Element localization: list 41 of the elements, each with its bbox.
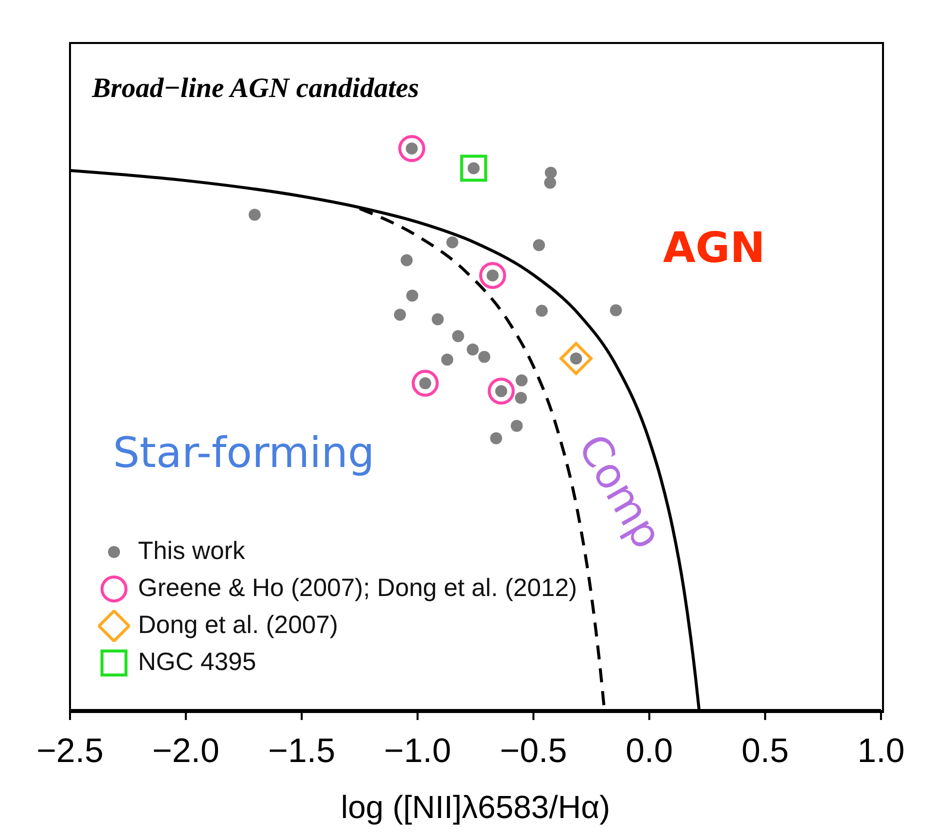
point (560, 342, 593, 376)
point (516, 374, 528, 386)
point (536, 304, 548, 317)
x-tick-label: 0.5 (742, 732, 789, 770)
point (432, 313, 444, 326)
x-tick-label: −2.0 (152, 732, 220, 770)
point (248, 208, 261, 221)
point (446, 236, 458, 248)
point (544, 176, 556, 189)
x-tick-label: 0.0 (626, 732, 673, 770)
point (412, 370, 439, 397)
point (478, 350, 490, 363)
point (441, 354, 454, 366)
point (514, 392, 527, 404)
x-axis-title: log ([NII]λ6583/Hα) (340, 789, 610, 825)
legend-label: Greene & Ho (2007); Dong et al. (2012) (138, 574, 578, 603)
x-tick-label: −0.5 (500, 732, 567, 770)
legend-label: This work (138, 537, 245, 566)
point (532, 239, 545, 252)
legend-label: Dong et al. (2007) (138, 611, 338, 640)
x-tick-label: 1.0 (857, 732, 905, 770)
point (398, 135, 426, 162)
point (466, 344, 479, 356)
point (452, 330, 464, 342)
x-tick-label: −1.5 (268, 732, 336, 770)
point (479, 262, 506, 289)
chart-title: Broad−line AGN candidates (92, 73, 420, 105)
point (400, 254, 413, 266)
point (510, 420, 523, 432)
point (460, 154, 488, 182)
legend-label: NGC 4395 (138, 648, 256, 677)
point (406, 290, 418, 302)
annotation: Star-forming (113, 428, 374, 477)
point (610, 304, 622, 316)
annotation: AGN (663, 223, 766, 272)
point (490, 432, 502, 444)
point (394, 308, 406, 321)
x-tick-label: −2.5 (36, 732, 104, 770)
x-tick-label: −1.0 (384, 732, 452, 770)
point (488, 378, 515, 405)
point (544, 166, 557, 179)
